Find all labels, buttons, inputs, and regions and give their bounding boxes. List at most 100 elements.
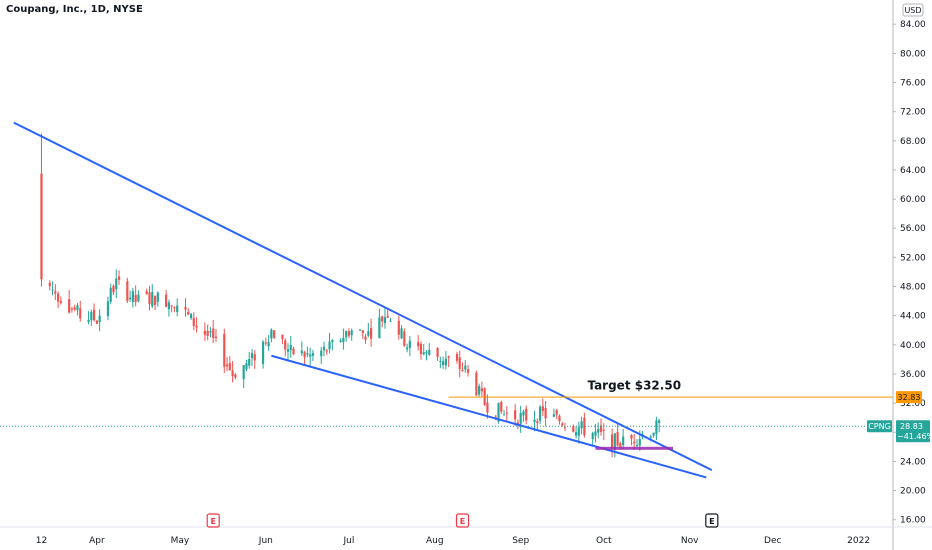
candle-body <box>325 350 328 352</box>
candle-body <box>267 341 270 347</box>
candle-body <box>552 414 556 417</box>
x-tick-label: Apr <box>89 536 105 546</box>
candle-body <box>444 358 447 366</box>
candle-body <box>610 434 614 449</box>
candle-body <box>591 433 594 440</box>
candle-body <box>90 311 93 321</box>
candle-body <box>525 408 528 421</box>
candle-body <box>134 294 137 303</box>
candle-body <box>40 173 43 280</box>
candle-body <box>408 340 411 348</box>
candle-body <box>151 292 154 307</box>
earnings-marker <box>455 513 470 528</box>
candle-body <box>187 311 190 315</box>
candle-body <box>655 420 658 434</box>
y-tick-label: 76.00 <box>900 79 926 89</box>
candle-body <box>378 317 381 339</box>
candle-body <box>115 278 118 290</box>
candle-body <box>184 307 187 310</box>
candle-body <box>92 309 96 321</box>
candle-body <box>594 431 597 436</box>
candle-body <box>112 285 115 293</box>
candle-body <box>284 340 287 350</box>
candle-body <box>630 435 633 439</box>
last-price-change: −41.46% <box>897 432 932 441</box>
candle-body <box>214 336 218 339</box>
candle-body <box>541 406 544 411</box>
candle-body <box>228 363 231 371</box>
x-tick-label: Aug <box>426 536 444 546</box>
candle-body <box>68 299 71 313</box>
candle-body <box>406 347 409 350</box>
candle-body <box>458 357 461 370</box>
candle-body <box>455 353 459 361</box>
candle-body <box>383 317 387 324</box>
trendline-upper <box>13 121 713 472</box>
candle-body <box>400 328 403 339</box>
candle-body <box>70 308 74 310</box>
candle-body <box>461 370 464 372</box>
y-tick-label: 32.00 <box>900 399 926 409</box>
candle-body <box>153 295 157 305</box>
candle-body <box>165 294 168 307</box>
candle-body <box>572 426 575 432</box>
candle-body <box>59 301 62 303</box>
candle-body <box>137 294 140 302</box>
candle-body <box>602 429 605 431</box>
candle-body <box>522 411 525 416</box>
y-tick-label: 44.00 <box>900 312 926 322</box>
candle-body <box>442 361 445 365</box>
candle-body <box>369 328 373 339</box>
candle-body <box>436 347 439 358</box>
candle-body <box>73 307 76 310</box>
candle-body <box>51 289 54 291</box>
candle-body <box>350 330 353 336</box>
candle-body <box>225 364 229 367</box>
candle-body <box>292 348 295 355</box>
last-price-value: 28.83 <box>900 422 923 431</box>
candle-body <box>342 337 345 342</box>
currency-badge <box>902 3 924 17</box>
candle-body <box>126 281 129 301</box>
y-tick-label: 72.00 <box>900 108 926 118</box>
earnings-marker <box>705 513 719 528</box>
candle-body <box>281 334 284 340</box>
candle-body <box>425 352 428 354</box>
candle-body <box>574 431 578 436</box>
candle-body <box>538 406 542 421</box>
x-tick-label: May <box>171 536 190 546</box>
candle-body <box>358 329 362 331</box>
candle-body <box>439 360 442 362</box>
candle-body <box>558 415 561 422</box>
candle-body <box>264 342 267 344</box>
candle-body <box>270 329 273 339</box>
candle-body <box>250 352 254 359</box>
candle-body <box>505 412 508 414</box>
y-tick-label: 20.00 <box>900 487 926 497</box>
candle-body <box>447 356 450 358</box>
symbol-badge <box>867 420 892 433</box>
earnings-label: E <box>210 517 215 526</box>
candle-body <box>195 325 198 328</box>
candle-body <box>361 330 364 334</box>
candle-body <box>633 441 636 444</box>
candle-body <box>649 436 652 438</box>
candle-body <box>613 433 616 451</box>
candle-body <box>98 315 101 323</box>
x-tick-label: 12 <box>36 536 47 546</box>
candle-body <box>322 346 326 351</box>
candle-body <box>303 352 306 358</box>
candle-body <box>516 422 520 425</box>
candle-body <box>577 427 580 436</box>
x-tick-label: Sep <box>512 536 529 546</box>
candle-body <box>483 388 486 405</box>
candle-body <box>397 320 400 335</box>
candle-body <box>248 358 251 366</box>
candle-body <box>320 350 323 357</box>
candle-body <box>242 365 245 380</box>
target-price-label: 32.83 <box>898 393 921 402</box>
candle-body <box>206 331 209 337</box>
target-price-badge <box>896 391 922 404</box>
candle-body <box>117 276 121 280</box>
